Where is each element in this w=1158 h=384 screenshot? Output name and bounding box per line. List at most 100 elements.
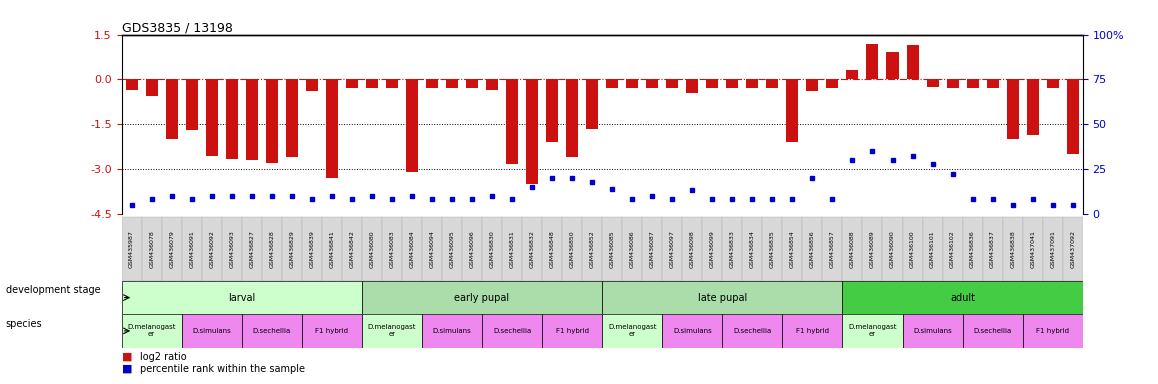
- Bar: [726, 79, 739, 88]
- Bar: [366, 79, 378, 88]
- Bar: [983, 217, 1003, 281]
- Text: D.simulans: D.simulans: [192, 328, 232, 334]
- Bar: [265, 79, 278, 163]
- Text: GSM436854: GSM436854: [790, 230, 794, 268]
- Bar: [422, 314, 482, 348]
- Bar: [742, 217, 762, 281]
- Bar: [842, 314, 902, 348]
- Text: GSM436856: GSM436856: [809, 230, 815, 268]
- Text: GSM436833: GSM436833: [730, 230, 735, 268]
- Text: GDS3835 / 13198: GDS3835 / 13198: [122, 22, 233, 35]
- Bar: [646, 79, 658, 88]
- Text: early pupal: early pupal: [454, 293, 510, 303]
- Bar: [602, 314, 662, 348]
- Bar: [967, 79, 979, 88]
- Bar: [522, 217, 542, 281]
- Bar: [226, 79, 237, 159]
- Bar: [1042, 217, 1063, 281]
- Text: GSM436102: GSM436102: [950, 230, 955, 268]
- Bar: [1023, 314, 1083, 348]
- Bar: [586, 79, 599, 129]
- Bar: [842, 217, 863, 281]
- Bar: [962, 314, 1023, 348]
- Bar: [767, 79, 778, 88]
- Text: GSM436837: GSM436837: [990, 230, 995, 268]
- Bar: [923, 217, 943, 281]
- Bar: [242, 314, 302, 348]
- Bar: [562, 217, 582, 281]
- Bar: [1003, 217, 1023, 281]
- Bar: [306, 79, 317, 91]
- Bar: [245, 79, 258, 160]
- Text: GSM436084: GSM436084: [410, 230, 415, 268]
- Bar: [462, 217, 482, 281]
- Bar: [987, 79, 998, 88]
- Text: GSM436101: GSM436101: [930, 230, 935, 268]
- Text: F1 hybrid: F1 hybrid: [315, 328, 349, 334]
- Text: D.simulans: D.simulans: [673, 328, 712, 334]
- Bar: [482, 314, 542, 348]
- Text: D.sechellia: D.sechellia: [493, 328, 532, 334]
- Bar: [382, 217, 402, 281]
- Bar: [882, 217, 902, 281]
- Bar: [125, 79, 138, 90]
- Bar: [361, 281, 602, 314]
- Text: GSM436841: GSM436841: [329, 230, 335, 268]
- Text: D.simulans: D.simulans: [914, 328, 952, 334]
- Bar: [887, 53, 899, 79]
- Bar: [442, 217, 462, 281]
- Text: GSM436094: GSM436094: [430, 230, 434, 268]
- Text: GSM436838: GSM436838: [1010, 230, 1016, 268]
- Bar: [762, 217, 783, 281]
- Bar: [1063, 217, 1083, 281]
- Text: GSM437091: GSM437091: [1050, 230, 1055, 268]
- Text: GSM436078: GSM436078: [149, 230, 154, 268]
- Bar: [827, 79, 838, 88]
- Text: D.melanogast
er: D.melanogast er: [848, 324, 896, 338]
- Bar: [902, 217, 923, 281]
- Text: D.sechellia: D.sechellia: [252, 328, 291, 334]
- Text: ■: ■: [122, 352, 132, 362]
- Bar: [846, 70, 858, 79]
- Bar: [122, 314, 182, 348]
- Bar: [783, 217, 802, 281]
- Bar: [486, 79, 498, 90]
- Bar: [702, 217, 723, 281]
- Bar: [542, 217, 562, 281]
- Text: GSM436852: GSM436852: [589, 230, 595, 268]
- Bar: [842, 281, 1083, 314]
- Text: GSM436839: GSM436839: [309, 230, 314, 268]
- Bar: [242, 217, 262, 281]
- Bar: [662, 217, 682, 281]
- Bar: [863, 217, 882, 281]
- Text: F1 hybrid: F1 hybrid: [556, 328, 588, 334]
- Text: GSM436096: GSM436096: [469, 230, 475, 268]
- Bar: [206, 79, 218, 156]
- Bar: [687, 79, 698, 93]
- Bar: [682, 217, 702, 281]
- Bar: [1006, 79, 1019, 139]
- Bar: [162, 217, 182, 281]
- Bar: [566, 79, 578, 157]
- Text: GSM436089: GSM436089: [870, 230, 875, 268]
- Bar: [325, 79, 338, 178]
- Bar: [466, 79, 478, 88]
- Bar: [482, 217, 503, 281]
- Text: D.melanogast
er: D.melanogast er: [127, 324, 176, 338]
- Text: GSM436842: GSM436842: [350, 230, 354, 268]
- Text: GSM436836: GSM436836: [970, 230, 975, 268]
- Bar: [201, 217, 221, 281]
- Text: GSM436835: GSM436835: [770, 230, 775, 268]
- Bar: [723, 217, 742, 281]
- Bar: [185, 79, 198, 130]
- Bar: [146, 79, 157, 96]
- Text: GSM437092: GSM437092: [1070, 230, 1076, 268]
- Bar: [602, 281, 842, 314]
- Text: species: species: [6, 319, 43, 329]
- Text: GSM436850: GSM436850: [570, 230, 574, 268]
- Bar: [346, 79, 358, 88]
- Bar: [422, 217, 442, 281]
- Bar: [342, 217, 361, 281]
- Bar: [943, 217, 962, 281]
- Bar: [786, 79, 798, 142]
